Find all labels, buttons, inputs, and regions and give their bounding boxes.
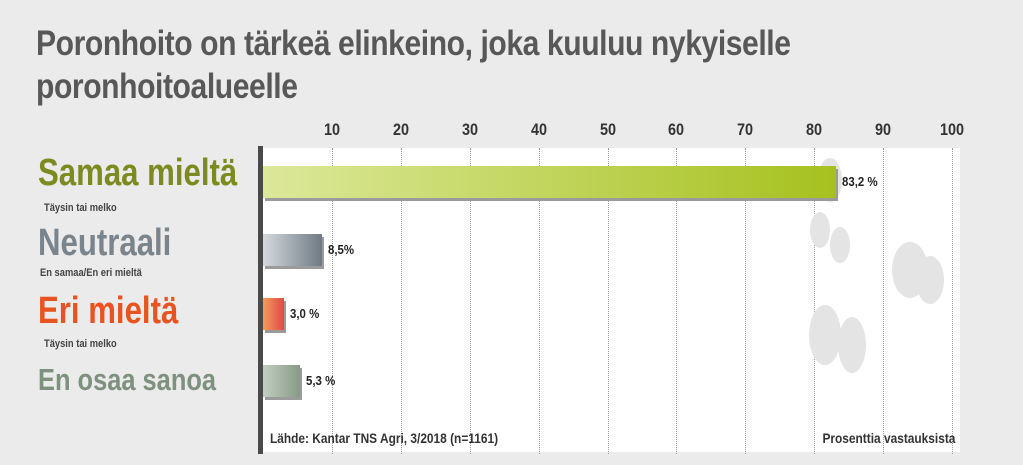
category-label: Eri mieltä: [38, 290, 179, 332]
gridline: [676, 148, 678, 454]
gridline: [331, 148, 333, 454]
x-tick-label: 90: [875, 120, 892, 139]
bar-value-label: 3,0 %: [289, 306, 319, 321]
category-sublabel: En samaa/En eri mieltä: [40, 267, 142, 279]
chart-title-line-2: poronhoitoalueelle: [36, 67, 298, 106]
x-tick-label: 30: [461, 120, 478, 139]
x-tick-label: 50: [599, 120, 616, 139]
plot-area: [258, 148, 960, 452]
x-tick-label: 60: [668, 120, 685, 139]
source-note: Lähde: Kantar TNS Agri, 3/2018 (n=1161): [270, 430, 499, 446]
x-tick-label: 20: [392, 120, 409, 139]
y-axis-line: [258, 146, 263, 454]
gridline: [400, 148, 402, 454]
gridline: [883, 148, 885, 454]
category-label: Neutraali: [38, 222, 172, 264]
chart-title: Poronhoito on tärkeä elinkeino, joka kuu…: [36, 22, 810, 108]
gridline: [814, 148, 816, 454]
x-tick-label: 70: [737, 120, 754, 139]
gridline: [469, 148, 471, 454]
x-tick-label: 100: [939, 120, 965, 139]
category-sublabel: Täysin tai melko: [44, 202, 117, 214]
bar-value-label: 8,5%: [327, 242, 354, 257]
bar: [263, 298, 284, 330]
x-tick-label: 40: [530, 120, 547, 139]
gridline: [952, 148, 953, 454]
bar: [263, 234, 322, 266]
chart-title-line-1: Poronhoito on tärkeä elinkeino, joka kuu…: [36, 24, 791, 63]
unit-note: Prosenttia vastauksista: [822, 430, 955, 446]
gridline: [745, 148, 747, 454]
bar: [263, 365, 300, 397]
category-label: Samaa mieltä: [38, 152, 238, 194]
gridline: [607, 148, 609, 454]
category-sublabel: Täysin tai melko: [44, 338, 117, 350]
bar: [263, 166, 837, 198]
bar-value-label: 83,2 %: [842, 174, 878, 189]
x-tick-label: 10: [323, 120, 340, 139]
gridline: [538, 148, 540, 454]
x-tick-label: 80: [806, 120, 823, 139]
category-label: En osaa sanoa: [38, 362, 217, 397]
bar-value-label: 5,3 %: [305, 373, 335, 388]
